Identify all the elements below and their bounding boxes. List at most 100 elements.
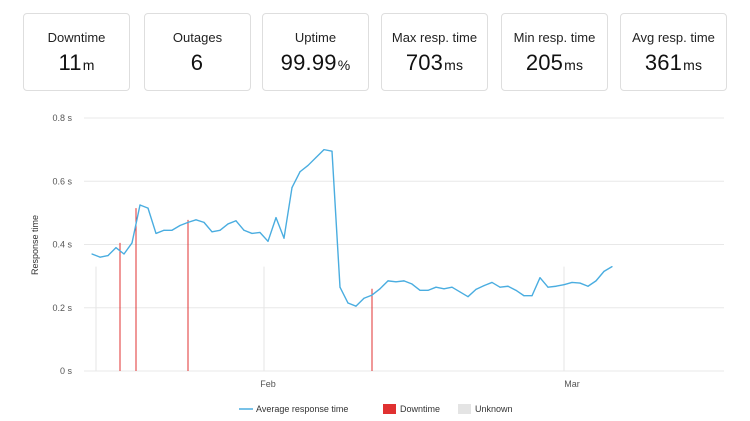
series <box>91 148 613 307</box>
unknown-bands <box>95 266 565 371</box>
data-point <box>115 247 117 249</box>
stat-value: 361ms <box>644 50 703 75</box>
data-point <box>339 286 341 288</box>
stat-label: Outages <box>172 30 223 45</box>
legend[interactable]: Average response time Downtime Unknown <box>239 404 513 414</box>
data-point <box>243 229 245 231</box>
data-point <box>563 284 565 286</box>
data-point <box>219 229 221 231</box>
data-point <box>451 286 453 288</box>
data-point <box>187 221 189 223</box>
y-tick-label-4: 0.8 s <box>52 113 72 123</box>
y-axis: 0 s 0.2 s 0.4 s 0.6 s 0.8 s <box>52 113 72 376</box>
data-point <box>595 280 597 282</box>
data-point <box>179 224 181 227</box>
stat-card-avg-resp-time: Avg resp. time 361ms <box>620 13 727 91</box>
data-point <box>515 289 517 291</box>
legend-swatch-unknown <box>458 404 471 414</box>
x-tick-label-1: Mar <box>564 379 580 389</box>
data-point <box>547 286 549 288</box>
x-axis: Feb Mar <box>260 379 580 389</box>
data-point <box>203 221 205 223</box>
stat-value: 6 <box>190 50 204 75</box>
data-point <box>443 288 445 290</box>
stats-cards: Downtime 11m Outages 6 Uptime 99.99% Max… <box>23 13 733 91</box>
stat-label: Uptime <box>294 30 337 45</box>
series-line-0 <box>91 148 613 307</box>
data-point <box>331 150 333 152</box>
y-axis-title: Response time <box>30 215 40 275</box>
grid <box>84 117 724 372</box>
data-point <box>171 229 173 231</box>
data-point <box>163 229 165 231</box>
data-point <box>107 254 109 257</box>
data-point <box>323 149 325 151</box>
data-point <box>299 171 301 173</box>
stat-value: 11m <box>58 50 95 75</box>
legend-label-unknown: Unknown <box>475 404 513 414</box>
legend-label-downtime: Downtime <box>400 404 440 414</box>
data-point <box>531 295 533 297</box>
data-point <box>379 288 381 290</box>
data-point <box>507 285 509 287</box>
data-point <box>283 237 285 239</box>
data-point <box>307 164 309 167</box>
data-point <box>227 223 229 225</box>
stat-card-max-resp-time: Max resp. time 703ms <box>381 13 488 91</box>
data-point <box>395 281 397 283</box>
data-point <box>571 281 573 284</box>
data-point <box>475 288 477 291</box>
data-point <box>155 232 157 235</box>
stat-label: Downtime <box>47 30 106 45</box>
data-point <box>347 302 349 304</box>
y-tick-label-2: 0.4 s <box>52 240 72 250</box>
data-point <box>539 277 541 279</box>
data-point <box>483 285 485 287</box>
data-point <box>411 283 413 285</box>
stat-label: Max resp. time <box>391 30 478 45</box>
y-tick-label-1: 0.2 s <box>52 303 72 313</box>
data-point <box>579 282 581 284</box>
data-point <box>467 296 469 298</box>
data-point <box>355 305 357 307</box>
data-point <box>147 207 149 209</box>
data-point <box>195 219 197 221</box>
data-point <box>211 231 213 233</box>
data-point <box>363 297 365 299</box>
data-point <box>427 289 429 291</box>
data-point <box>523 295 525 297</box>
response-time-chart: 0 s 0.2 s 0.4 s 0.6 s 0.8 s Feb Mar Response … <box>30 113 724 414</box>
stat-card-uptime: Uptime 99.99% <box>262 13 369 91</box>
data-point <box>419 289 421 291</box>
data-point <box>123 253 125 255</box>
data-point <box>435 286 437 288</box>
data-point <box>91 253 93 255</box>
data-point <box>267 240 269 242</box>
data-point <box>611 266 613 268</box>
stat-label: Avg resp. time <box>632 30 715 45</box>
stat-card-downtime: Downtime 11m <box>23 13 130 91</box>
x-tick-label-0: Feb <box>260 379 276 389</box>
stat-label: Min resp. time <box>513 30 596 45</box>
legend-label-response: Average response time <box>256 404 348 414</box>
data-point <box>131 242 133 244</box>
stat-value: 205ms <box>525 50 584 75</box>
data-point <box>403 280 405 282</box>
data-point <box>315 156 317 159</box>
stat-value: 99.99% <box>280 50 351 75</box>
data-point <box>387 280 389 282</box>
legend-swatch-downtime <box>383 404 396 414</box>
stat-card-min-resp-time: Min resp. time 205ms <box>501 13 608 91</box>
data-point <box>275 217 277 219</box>
data-point <box>99 256 101 258</box>
y-tick-label-0: 0 s <box>60 366 73 376</box>
y-tick-label-3: 0.6 s <box>52 176 72 186</box>
data-point <box>139 204 141 206</box>
data-point <box>251 232 253 235</box>
data-point <box>371 294 373 296</box>
stat-card-outages: Outages 6 <box>144 13 251 91</box>
data-point <box>235 220 237 222</box>
data-point <box>259 231 261 234</box>
data-point <box>587 285 589 287</box>
data-point <box>555 285 557 287</box>
